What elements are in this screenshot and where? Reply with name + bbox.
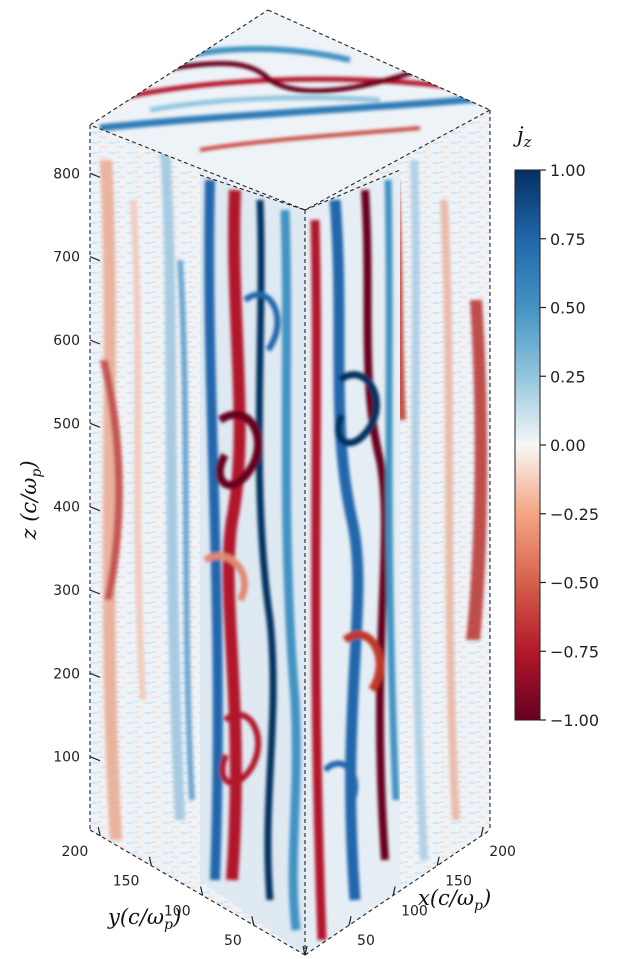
x-tick-label-3: 150 xyxy=(445,874,472,890)
colorbar-ticks: 1.00 0.75 0.50 0.25 0.00 −0.25 −0.50 −0.75 −1.00 xyxy=(540,161,599,730)
x-tick-label-2: 100 xyxy=(401,903,428,919)
colorbar-tick-label-3: 0.25 xyxy=(550,367,586,386)
colorbar-tick-label-2: 0.50 xyxy=(550,299,586,318)
z-tick-label-4: 500 xyxy=(53,416,80,432)
y-tick-label-4: 200 xyxy=(62,844,89,860)
x-tick-label-1: 50 xyxy=(357,933,375,949)
y-axis-label-sub: p xyxy=(164,917,173,933)
colorbar-tick-label-5: −0.25 xyxy=(550,505,599,524)
x-tick-label-4: 200 xyxy=(489,844,516,860)
z-tick-label-1: 200 xyxy=(53,666,80,682)
colorbar-tick-label-1: 0.75 xyxy=(550,230,586,249)
x-tick-mark-1 xyxy=(348,916,352,926)
z-axis-label: z (c/ωp) xyxy=(17,460,45,540)
z-tick-mark-7 xyxy=(89,172,101,178)
colorbar-title-sub: z xyxy=(523,133,532,151)
x-tick-mark-3 xyxy=(436,856,440,866)
z-tick-label-5: 600 xyxy=(53,333,80,349)
z-axis: 100 200 300 400 500 600 700 800 xyxy=(53,166,101,766)
y-tick-label-3: 150 xyxy=(113,874,140,890)
z-tick-mark-5 xyxy=(89,339,101,345)
z-tick-label-3: 400 xyxy=(53,500,80,516)
z-axis-label-close: ) xyxy=(17,460,41,469)
x-tick-mark-4 xyxy=(480,826,484,837)
x-axis-label-close: ) xyxy=(482,886,491,910)
y-axis-label: y(c/ωp) xyxy=(107,905,181,933)
y-tick-label-1: 50 xyxy=(224,933,242,949)
x-axis-label-sub: p xyxy=(474,898,483,914)
z-tick-label-2: 300 xyxy=(53,583,80,599)
y-tick-mark-3 xyxy=(148,856,153,866)
y-tick-label-2: 100 xyxy=(164,903,191,919)
x-axis-label: x(c/ωp) xyxy=(418,886,491,914)
z-tick-mark-0 xyxy=(89,756,101,762)
cutaway-inner-face-a xyxy=(200,175,305,955)
box-edges xyxy=(89,9,491,956)
colorbar-tick-label-4: 0.00 xyxy=(550,436,586,455)
y-tick-mark-2 xyxy=(200,886,204,896)
colorbar-tick-label-6: −0.50 xyxy=(550,574,599,593)
z-tick-label-6: 700 xyxy=(53,250,80,266)
y-axis-label-close: ) xyxy=(172,905,181,929)
z-axis-label-sub: p xyxy=(29,469,45,478)
y-tick-mark-1 xyxy=(251,916,255,926)
x-tick-mark-2 xyxy=(392,886,396,896)
z-tick-mark-2 xyxy=(89,589,101,595)
y-tick-mark-0 xyxy=(302,945,306,956)
colorbar-gradient xyxy=(514,169,541,721)
z-tick-mark-6 xyxy=(89,256,101,262)
cutaway-inner-face-b xyxy=(305,170,400,955)
colorbar-tick-label-0: 1.00 xyxy=(550,161,586,180)
colorbar-tick-label-8: −1.00 xyxy=(550,711,599,730)
z-tick-mark-4 xyxy=(89,422,101,428)
z-tick-mark-3 xyxy=(89,506,101,512)
y-tick-mark-4 xyxy=(97,826,101,837)
x-tick-mark-0 xyxy=(304,945,308,956)
colorbar: jz 1.00 0.75 0.50 0.25 0.00 −0.25 −0.50 −0.75 −1… xyxy=(513,123,599,730)
colorbar-title: jz xyxy=(513,123,532,151)
colorbar-tick-label-7: −0.75 xyxy=(550,642,599,661)
z-tick-label-7: 800 xyxy=(53,166,80,182)
z-tick-mark-1 xyxy=(89,672,101,678)
z-tick-label-0: 100 xyxy=(53,750,80,766)
